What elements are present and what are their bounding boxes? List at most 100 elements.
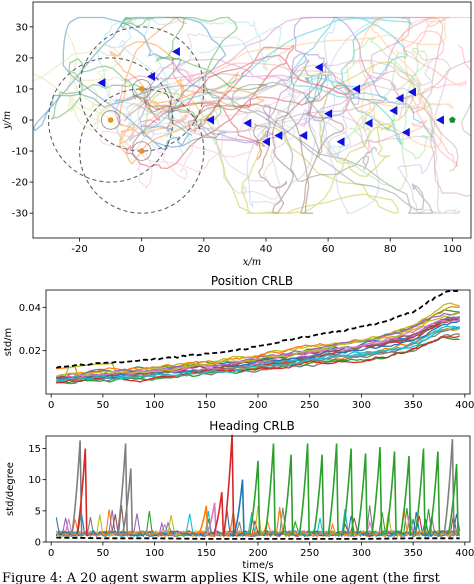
position-crlb-agent-line <box>56 306 460 378</box>
x-tick-label: 200 <box>248 548 267 559</box>
agent-trajectory <box>123 59 434 214</box>
x-tick-label: 150 <box>197 548 216 559</box>
x-tick-label: 350 <box>404 548 423 559</box>
agent-trajectory <box>133 32 320 200</box>
heading-crlb-spike <box>282 454 294 536</box>
agent-marker <box>324 109 333 119</box>
x-tick-label: 20 <box>197 244 210 255</box>
landmark-range-circle <box>48 57 174 183</box>
agent-trajectory <box>99 66 297 190</box>
trajectory-panel: -20 0 20 40 60 80 100 -30 -20 -10 0 10 20 30 x/m y/m <box>2 1 472 268</box>
x-tick-label: 100 <box>145 400 164 411</box>
agent-marker <box>243 118 252 128</box>
x-tick-label: 50 <box>97 548 110 559</box>
x-tick-label: 0 <box>48 400 54 411</box>
agent-marker <box>352 84 361 94</box>
heading-crlb-y-ticks: 0 5 10 15 <box>28 444 46 549</box>
agent-trajectory <box>155 57 461 214</box>
position-crlb-agent-line <box>56 318 460 381</box>
trajectory-y-ticks: -30 -20 -10 0 10 20 30 <box>12 22 33 220</box>
y-tick-label: -30 <box>12 209 28 220</box>
position-crlb-series <box>56 302 461 385</box>
y-tick-label: 10 <box>28 475 41 486</box>
x-tick-label: 400 <box>455 548 474 559</box>
heading-crlb-spike <box>197 505 209 536</box>
heading-crlb-spike <box>121 468 134 536</box>
agent-trajectory <box>50 16 268 127</box>
heading-crlb-spike <box>298 443 310 536</box>
x-tick-label: 200 <box>248 400 267 411</box>
heading-crlb-spike <box>116 443 128 536</box>
landmark-marker <box>107 117 114 123</box>
goal-marker <box>449 116 456 123</box>
agent-marker <box>314 62 323 72</box>
x-tick-label: 250 <box>300 400 319 411</box>
heading-crlb-spike <box>71 440 83 536</box>
trajectory-lines <box>33 16 471 214</box>
landmark-inner-circle <box>100 110 121 130</box>
agent-trajectory <box>125 44 353 170</box>
position-crlb-bound-line <box>55 289 461 369</box>
x-tick-label: 100 <box>443 244 462 255</box>
agent-marker <box>171 47 180 57</box>
x-tick-label: -20 <box>71 244 87 255</box>
heading-crlb-title: Heading CRLB <box>209 419 294 433</box>
heading-crlb-spike <box>443 439 455 536</box>
x-tick-label: 80 <box>384 244 397 255</box>
landmark-range-circle <box>79 88 205 214</box>
agent-marker <box>299 131 308 141</box>
agent-trajectory <box>109 16 265 165</box>
heading-crlb-x-ticks: 0 50 100 150 200 250 300 350 400 <box>48 542 474 559</box>
heading-crlb-spike <box>233 479 245 536</box>
heading-crlb-spike <box>205 502 217 536</box>
y-tick-label: 20 <box>15 53 28 64</box>
x-tick-label: 350 <box>404 400 423 411</box>
y-tick-label: -10 <box>12 147 28 158</box>
landmark-range-circle <box>79 26 205 152</box>
position-crlb-agent-line <box>56 335 460 384</box>
landmark-marker <box>138 148 145 154</box>
agent-marker <box>364 118 373 128</box>
x-tick-label: 100 <box>145 548 164 559</box>
y-tick-label: 0.04 <box>19 303 41 314</box>
x-tick-label: 40 <box>260 244 273 255</box>
heading-crlb-x-label: time/s <box>242 560 273 571</box>
agent-trajectory <box>33 16 227 150</box>
position-crlb-y-ticks: 0.02 0.04 <box>19 303 46 357</box>
agent-trajectory <box>132 74 345 214</box>
heading-crlb-spike <box>313 454 325 536</box>
heading-crlb-series <box>55 434 461 538</box>
position-crlb-panel: Position CRLB 0 50 100 150 200 250 300 350 400 0… <box>3 274 474 411</box>
heading-crlb-spike <box>447 464 459 536</box>
y-tick-label: 5 <box>35 506 41 517</box>
position-crlb-title: Position CRLB <box>211 274 293 288</box>
y-tick-label: 30 <box>15 22 28 33</box>
trajectory-y-label: y/m <box>2 111 13 131</box>
heading-crlb-spike <box>248 460 261 536</box>
agent-trajectory <box>114 16 450 128</box>
position-crlb-y-label: std/m <box>3 328 14 357</box>
heading-crlb-panel: Heading CRLB 0 50 100 150 200 250 300 350 400 0 5… <box>5 419 474 571</box>
heading-crlb-y-label: std/degree <box>5 462 16 516</box>
y-tick-label: 0.02 <box>19 346 41 357</box>
heading-crlb-spike <box>342 448 354 536</box>
agent-trajectory <box>165 38 435 191</box>
y-tick-label: -20 <box>12 178 28 189</box>
landmark-inner-circle <box>132 141 152 161</box>
heading-crlb-spike <box>356 453 368 536</box>
x-tick-label: 300 <box>352 548 371 559</box>
x-tick-label: 300 <box>352 400 371 411</box>
heading-crlb-spike <box>428 451 441 536</box>
heading-crlb-spike <box>371 447 383 536</box>
position-crlb-x-ticks: 0 50 100 150 200 250 300 350 400 <box>48 394 474 411</box>
agent-marker <box>435 115 444 125</box>
heading-crlb-spike <box>414 448 426 536</box>
agent-marker <box>147 72 156 82</box>
agent-marker <box>336 137 345 147</box>
heading-crlb-agent-line <box>55 506 461 538</box>
agent-trajectory <box>119 16 455 149</box>
landmark-inner-circle <box>132 79 152 99</box>
heading-crlb-spike <box>327 443 339 536</box>
agent-marker <box>261 137 270 147</box>
